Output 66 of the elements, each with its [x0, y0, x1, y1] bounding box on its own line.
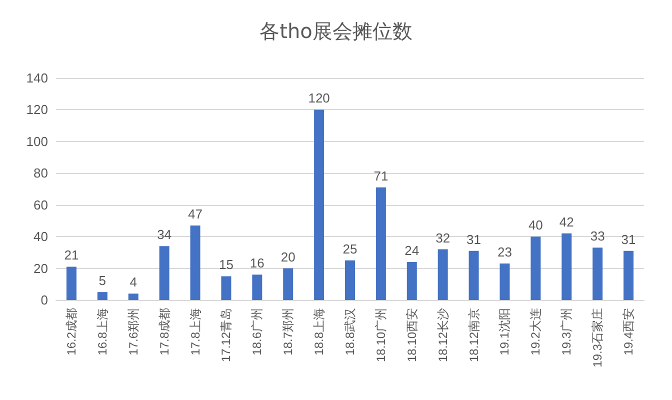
bar — [500, 264, 510, 300]
y-tick-label: 60 — [34, 197, 48, 212]
x-tick-label: 19.3广州 — [560, 308, 574, 356]
data-label: 31 — [466, 232, 482, 247]
data-label: 71 — [374, 168, 388, 184]
data-label: 32 — [436, 230, 450, 246]
bar — [345, 260, 355, 300]
x-tick-label: 17.6郑州 — [126, 308, 140, 356]
bar — [592, 248, 603, 300]
data-label: 120 — [308, 90, 330, 106]
bar — [406, 262, 417, 300]
bar — [159, 246, 170, 300]
x-tick-label: 19.4西安 — [622, 308, 636, 356]
x-tick-label: 19.1沈阳 — [498, 308, 512, 356]
x-tick-label: 17.8上海 — [188, 308, 202, 356]
x-tick-label: 18.10广州 — [374, 308, 388, 362]
bar — [530, 236, 541, 300]
data-label: 47 — [188, 206, 202, 222]
y-tick-label: 140 — [26, 70, 48, 86]
bar — [128, 294, 138, 300]
x-tick-label: 18.12长沙 — [436, 308, 450, 362]
bar — [252, 274, 262, 300]
data-label: 31 — [621, 232, 636, 247]
bar — [283, 268, 294, 300]
bar — [314, 110, 324, 300]
bar — [468, 250, 479, 300]
bar — [66, 266, 76, 300]
data-label: 42 — [559, 214, 574, 230]
y-tick-label: 40 — [34, 229, 48, 244]
data-label: 33 — [590, 228, 605, 244]
x-tick-label: 16.8上海 — [95, 308, 110, 356]
bar — [190, 225, 200, 300]
data-label: 20 — [280, 249, 296, 264]
bar — [221, 276, 232, 300]
x-tick-label: 16.2成都 — [64, 308, 78, 356]
data-label: 5 — [98, 273, 106, 288]
y-tick-label: 120 — [26, 102, 48, 118]
bar — [97, 292, 108, 300]
bar — [562, 233, 572, 300]
x-tick-label: 19.3石家庄 — [590, 308, 605, 368]
data-label: 23 — [498, 244, 512, 260]
x-tick-label: 19.2大连 — [528, 308, 543, 356]
y-tick-label: 20 — [34, 260, 48, 276]
y-tick-label: 100 — [26, 134, 48, 149]
x-tick-label: 17.8成都 — [157, 308, 172, 356]
chart-title: 各tho展会摊位数 — [260, 19, 412, 43]
data-label: 4 — [130, 274, 137, 290]
x-tick-label: 17.12青岛 — [219, 308, 234, 362]
x-tick-label: 18.8武汉 — [343, 308, 357, 356]
data-label: 25 — [342, 241, 358, 256]
x-tick-label: 18.7郑州 — [281, 308, 296, 356]
data-label: 21 — [64, 248, 79, 263]
data-label: 24 — [404, 242, 420, 258]
data-label: 16 — [250, 256, 264, 271]
x-tick-label: 18.8上海 — [312, 308, 326, 356]
data-label: 15 — [218, 257, 234, 272]
bar — [376, 187, 386, 300]
bar — [624, 250, 634, 300]
x-tick-label: 18.6广州 — [250, 308, 264, 356]
x-tick-label: 18.12南京 — [466, 308, 481, 362]
data-label: 34 — [157, 227, 172, 242]
x-tick-label: 18.10西安 — [404, 308, 419, 362]
y-tick-label: 0 — [40, 292, 48, 308]
y-tick-label: 80 — [34, 166, 48, 181]
data-label: 40 — [528, 218, 543, 233]
bar — [438, 249, 448, 300]
